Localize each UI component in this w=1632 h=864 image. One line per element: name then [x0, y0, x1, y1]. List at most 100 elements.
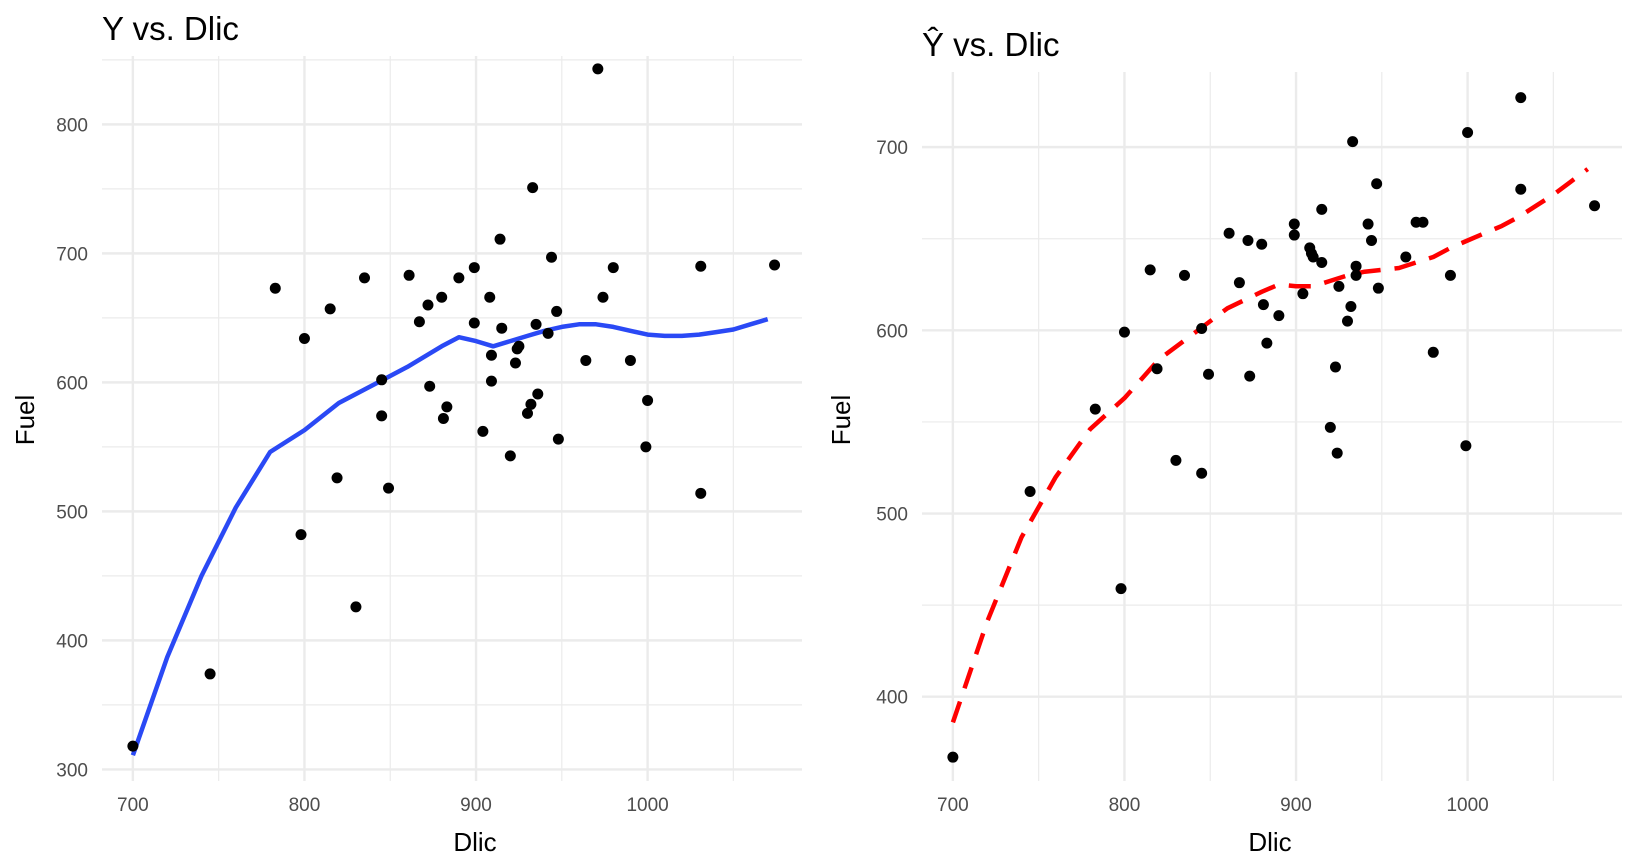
data-point [1233, 277, 1245, 289]
data-point [1333, 280, 1345, 292]
y-hat-symbol: Ŷ [922, 26, 944, 63]
data-point [350, 601, 362, 613]
data-point [525, 398, 537, 410]
data-point [1144, 264, 1156, 276]
data-point [453, 272, 465, 284]
grid [922, 72, 1622, 781]
data-point [532, 388, 544, 400]
x-tick-label: 900 [1280, 795, 1312, 816]
data-point [437, 413, 449, 424]
data-point [1223, 227, 1235, 239]
data-point [422, 299, 434, 311]
data-point [127, 740, 139, 752]
data-point [1331, 447, 1343, 459]
data-point [1350, 260, 1362, 272]
data-points [947, 92, 1601, 763]
data-point [324, 303, 336, 315]
data-points [127, 63, 781, 752]
data-point [1460, 440, 1472, 452]
y-tick-label: 700 [876, 138, 908, 159]
data-point [1118, 326, 1130, 338]
y-tick-label: 500 [876, 505, 908, 526]
data-point [1196, 467, 1208, 479]
data-point [331, 472, 343, 484]
data-point [1345, 301, 1357, 313]
x-tick-label: 800 [289, 795, 321, 816]
x-tick-label: 800 [1109, 795, 1141, 816]
data-point [509, 357, 521, 369]
fitted-dashed-line [950, 167, 1590, 724]
tick-labels: 700 800 900 1000 400 500 600 700 [876, 138, 1488, 816]
data-point [298, 333, 310, 345]
data-point [413, 316, 425, 328]
data-point [642, 394, 654, 406]
chart-title-suffix: vs. Dlic [944, 26, 1060, 63]
x-axis-title: Dlic [453, 827, 496, 857]
grid [102, 56, 802, 781]
data-point [1115, 583, 1127, 595]
data-point [1417, 216, 1429, 228]
data-point [1515, 92, 1527, 104]
data-point [1297, 288, 1309, 300]
data-point [1347, 136, 1359, 148]
data-point [1329, 361, 1341, 373]
data-point [1307, 251, 1319, 263]
data-point [468, 262, 480, 274]
data-point [607, 262, 619, 274]
y-tick-label: 600 [876, 321, 908, 342]
data-point [546, 251, 558, 263]
data-point [485, 375, 497, 387]
data-point [552, 433, 564, 445]
tick-labels: 700 800 900 1000 300 400 500 600 700 800 [56, 115, 668, 816]
data-point [1196, 322, 1208, 334]
smooth-fit-line [130, 317, 769, 756]
y-tick-label: 500 [56, 502, 88, 523]
data-point [1371, 178, 1383, 190]
data-point [1151, 363, 1163, 375]
data-point [1372, 282, 1384, 294]
data-point [1288, 218, 1300, 230]
data-point [1341, 315, 1353, 327]
x-tick-label: 1000 [1446, 795, 1488, 816]
data-point [1316, 203, 1328, 215]
data-point [640, 441, 652, 453]
data-point [441, 401, 453, 413]
data-point [484, 291, 496, 303]
data-point [485, 349, 497, 361]
data-point [597, 291, 609, 303]
data-point [1256, 238, 1268, 250]
trend-line-layer [130, 317, 769, 756]
data-point [496, 322, 508, 334]
chart-title: Y vs. Dlic [102, 10, 239, 47]
data-point [383, 482, 395, 494]
data-point [359, 272, 370, 284]
x-tick-label: 1000 [626, 795, 668, 816]
data-point [947, 751, 959, 763]
data-point [436, 291, 448, 303]
chart-title-hat: Ŷ vs. Dlic [922, 26, 1060, 63]
data-point [269, 282, 281, 294]
data-point [530, 318, 542, 330]
data-point [204, 668, 216, 680]
y-axis-title: Fuel [826, 395, 856, 446]
data-point [1203, 368, 1215, 380]
data-point [551, 305, 563, 317]
data-point [295, 529, 307, 541]
data-point [1427, 346, 1439, 358]
x-axis-title: Dlic [1248, 827, 1291, 857]
data-point [1362, 218, 1374, 230]
data-point [1242, 235, 1254, 247]
data-point [521, 407, 533, 419]
data-point [542, 327, 554, 339]
data-point [1350, 269, 1362, 281]
data-point [695, 487, 707, 499]
data-point [1257, 299, 1269, 311]
data-point [1273, 310, 1285, 322]
y-tick-label: 700 [56, 244, 88, 265]
data-point [624, 354, 636, 366]
data-point [695, 260, 707, 272]
data-point [1089, 403, 1101, 415]
y-tick-label: 300 [56, 760, 88, 781]
data-point [1170, 454, 1182, 466]
